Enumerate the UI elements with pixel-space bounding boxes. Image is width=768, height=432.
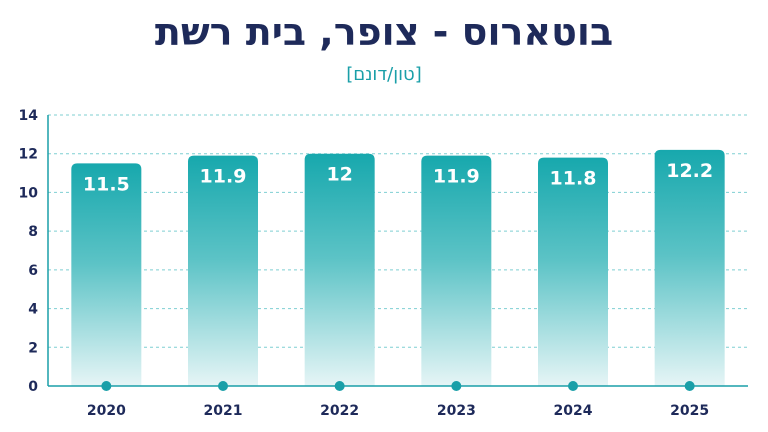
x-tick-label: 2020 <box>87 403 126 419</box>
y-tick-label: 14 <box>19 108 39 124</box>
bar <box>421 155 492 386</box>
chart-subtitle: [טון/דונם] <box>346 64 422 85</box>
x-tick-marker <box>684 381 695 391</box>
x-tick-label: 2021 <box>204 403 243 419</box>
y-tick-label: 4 <box>28 302 38 318</box>
axis-layer: 0 2 4 6 8 10 12 14 2020 2021 2022 2023 2024 2025 <box>19 108 748 419</box>
x-tick-label: 2022 <box>320 403 359 419</box>
x-tick-marker <box>334 381 345 391</box>
bar <box>304 153 375 386</box>
y-tick-label: 0 <box>28 379 38 395</box>
y-tick-label: 2 <box>28 340 38 356</box>
y-tick-label: 12 <box>19 147 38 163</box>
bar-value-label: 11.8 <box>550 168 597 190</box>
chart-title: בוטארוס - צופר, בית רשת <box>154 10 614 54</box>
grid-layer <box>48 114 748 348</box>
bar-value-label: 11.5 <box>83 173 130 195</box>
bar-value-label: 11.9 <box>200 166 247 188</box>
x-tick-label: 2024 <box>554 403 593 419</box>
y-tick-label: 10 <box>19 185 39 201</box>
bar <box>654 149 725 386</box>
bar <box>538 157 608 386</box>
bar-value-label: 12.2 <box>666 160 713 182</box>
bars-layer: 11.5 11.9 12 11.9 11.8 12.2 <box>71 149 725 386</box>
x-tick-marker <box>451 381 462 391</box>
x-tick-marker <box>568 381 578 391</box>
x-tick-label: 2025 <box>670 403 709 419</box>
y-tick-label: 8 <box>28 224 38 240</box>
bar <box>188 155 258 386</box>
bar-value-label: 11.9 <box>433 166 480 188</box>
x-tick-label: 2023 <box>437 403 476 419</box>
y-tick-label: 6 <box>28 263 38 279</box>
x-tick-marker <box>101 381 112 391</box>
bar-value-label: 12 <box>326 164 352 186</box>
x-tick-marker <box>218 381 228 391</box>
bar <box>71 163 142 386</box>
